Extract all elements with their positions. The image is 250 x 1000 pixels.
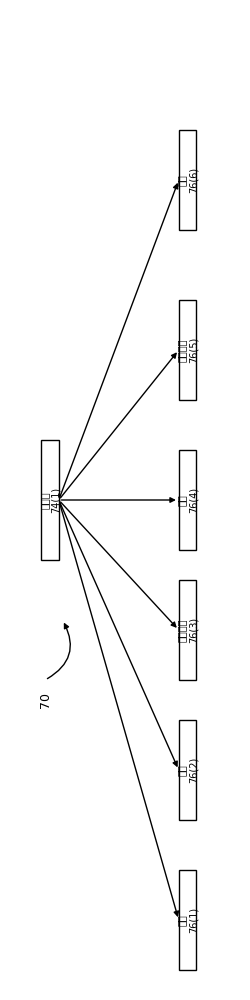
FancyBboxPatch shape (179, 300, 196, 400)
FancyBboxPatch shape (41, 440, 59, 560)
Text: 父节点
74(1): 父节点 74(1) (39, 487, 61, 513)
Text: 节点
76(6): 节点 76(6) (177, 167, 198, 193)
Text: 节点
76(1): 节点 76(1) (177, 907, 198, 933)
FancyBboxPatch shape (179, 130, 196, 230)
FancyBboxPatch shape (179, 720, 196, 820)
Text: 节点
76(2): 节点 76(2) (177, 757, 198, 783)
Text: 70: 70 (38, 692, 52, 708)
FancyBboxPatch shape (179, 450, 196, 550)
FancyBboxPatch shape (179, 870, 196, 970)
Text: 节点
76(4): 节点 76(4) (177, 487, 198, 513)
Text: 撤销节点
76(3): 撤销节点 76(3) (177, 617, 198, 643)
FancyBboxPatch shape (179, 580, 196, 680)
Text: 撤销节点
76(5): 撤销节点 76(5) (177, 337, 198, 363)
